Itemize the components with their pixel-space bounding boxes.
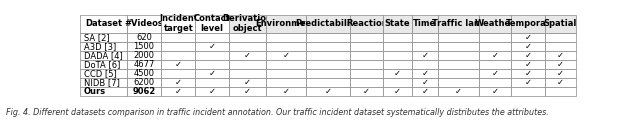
- Text: Fig. 4. Different datasets comparison in traffic incident annotation. Our traffi: Fig. 4. Different datasets comparison in…: [6, 108, 549, 117]
